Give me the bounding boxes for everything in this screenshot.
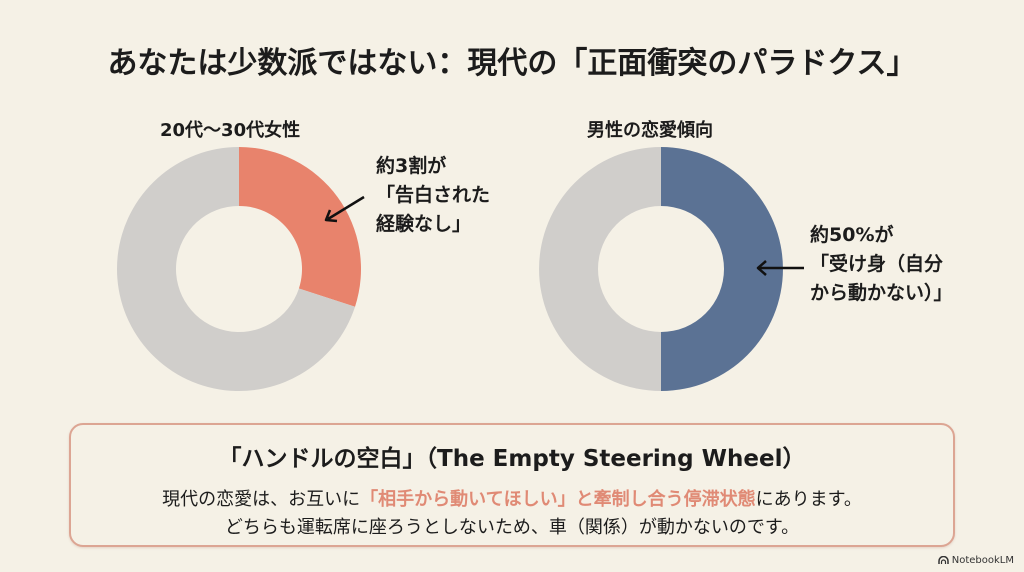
callout-men-line-2: 「受け身（自分 (810, 253, 944, 275)
donut-segment (117, 147, 356, 391)
page-title: あなたは少数派ではない：現代の「正面衝突のパラドクス」 (107, 46, 917, 81)
brand-label: NotebookLM (951, 555, 1014, 566)
donut-chart-men (539, 147, 783, 391)
summary-title: 「ハンドルの空白」（The Empty Steering Wheel） (218, 446, 806, 472)
summary-line-2: どちらも運転席に座ろうとしないため、車（関係）が動かないのです。 (224, 517, 800, 538)
callout-men-line-1: 約50%が (810, 224, 894, 246)
callout-women-line-2: 「告白された (376, 184, 491, 206)
arrow-icon-men (756, 260, 804, 276)
donut-segment (239, 147, 361, 307)
callout-men-line-3: から動かない）」 (810, 282, 953, 304)
callout-women-line-3: 経験なし」 (376, 213, 472, 235)
chart-label-men: 男性の恋愛傾向 (587, 120, 713, 141)
callout-women: 約3割が 「告白された 経験なし」 (376, 152, 490, 239)
donut-segment (661, 147, 783, 391)
notebooklm-logo-icon (938, 556, 949, 564)
summary-highlight: 「相手から動いてほしい」と牽制し合う停滞状態 (360, 489, 756, 510)
summary-line-1: 現代の恋愛は、お互いに「相手から動いてほしい」と牽制し合う停滞状態にあります。 (71, 485, 953, 511)
summary-line-1-pre: 現代の恋愛は、お互いに (162, 489, 361, 510)
brand-watermark: NotebookLM (938, 555, 1014, 566)
callout-women-line-1: 約3割が (376, 155, 447, 177)
donut-segment (539, 147, 661, 391)
chart-label-women: 20代〜30代女性 (160, 120, 301, 141)
summary-line-1-post: にあります。 (755, 489, 862, 510)
summary-box: 「ハンドルの空白」（The Empty Steering Wheel） 現代の恋… (69, 423, 955, 547)
callout-men: 約50%が 「受け身（自分 から動かない）」 (810, 221, 953, 308)
arrow-icon-women (324, 195, 365, 223)
donut-chart-women (117, 147, 361, 391)
